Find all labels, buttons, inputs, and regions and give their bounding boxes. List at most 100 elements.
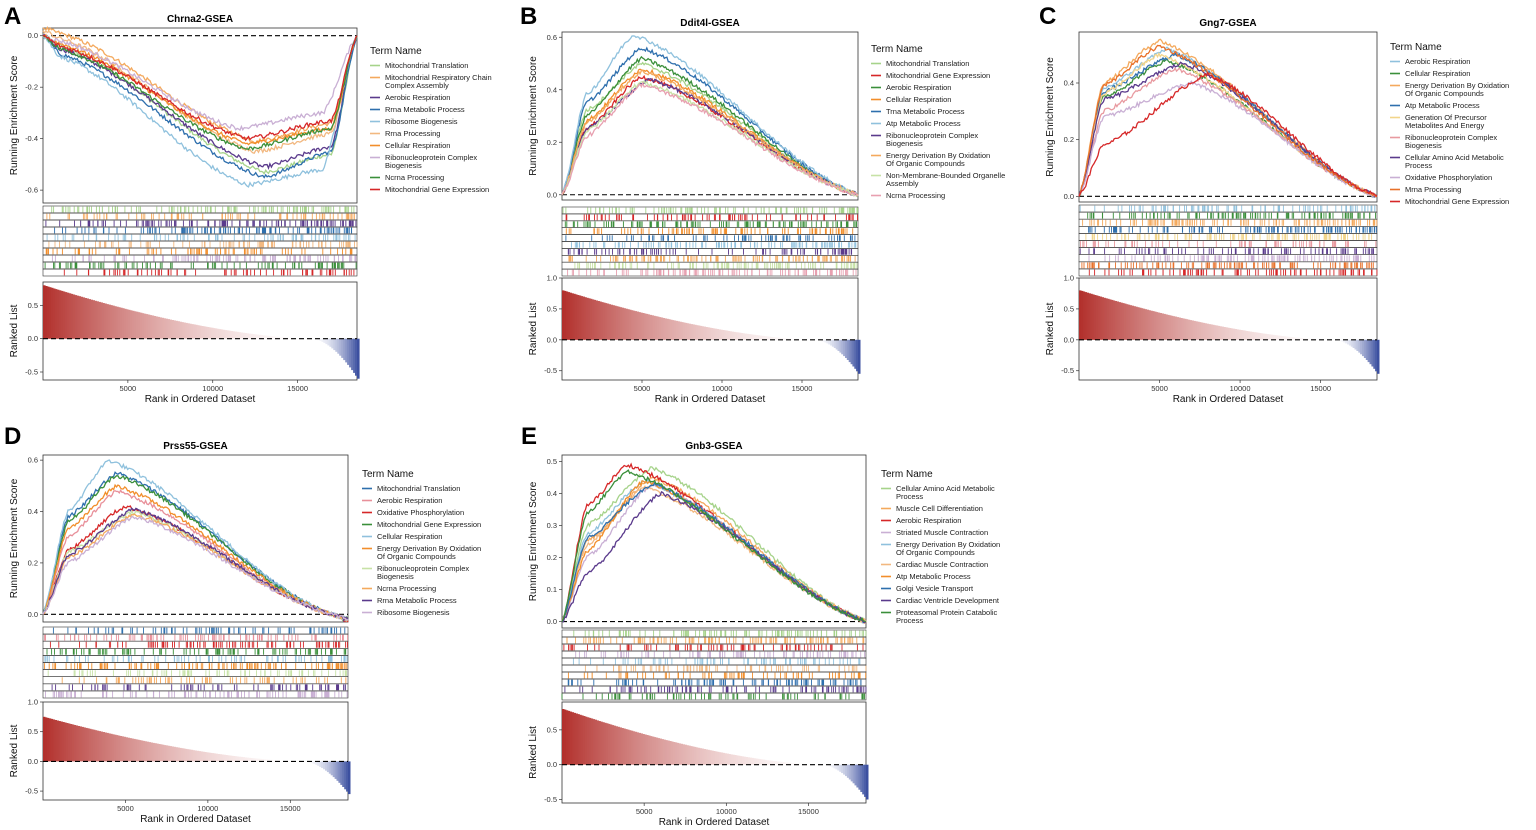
ranked-bar [1249,331,1253,340]
ranked-bar [729,331,732,340]
ranked-bar [1172,316,1176,340]
hit-marks [61,677,347,684]
ranked-bar [738,332,742,340]
ranked-bar [621,728,624,765]
ranked-bar [317,338,321,341]
ranked-bar [283,337,287,339]
hit-strip [561,255,859,263]
es-y-tick-label: -0.2 [25,83,38,92]
ranked-bar [1285,336,1288,340]
ranked-bar [102,732,105,762]
ranked-bar [806,764,810,765]
ranked-bar [236,331,240,339]
ranked-bar [1275,335,1279,340]
ranked-bar [224,330,228,339]
ranked-bar [607,723,611,765]
ranked-bar [1307,338,1311,340]
ranked-bar [140,740,144,762]
ranked-bar [1247,331,1251,340]
ranked-bar [1135,306,1138,340]
ranked-bar [353,338,356,373]
ranked-bar [797,763,800,765]
hit-strip [561,268,859,277]
ranked-bar [837,764,840,771]
es-curve [42,34,358,179]
ranked-bar [1097,296,1101,340]
ranked-bar [562,709,565,765]
ranked-bar [628,730,632,765]
es-y-tick-label: 0.2 [547,138,557,147]
ranked-bar [250,758,253,762]
ranked-bar [787,762,791,765]
es-curve [561,35,859,196]
ranked-bar [175,747,178,762]
ranked-bar [1161,313,1164,340]
ranked-bar [671,741,674,765]
ranked-bar [208,752,211,762]
ranked-y-tick-label: -0.5 [25,368,38,377]
ranked-bar [238,332,242,339]
ranked-bar [330,761,334,776]
hit-marks [574,262,858,269]
ranked-bar [690,746,693,765]
legend-label: Process [896,492,923,501]
ranked-bar [319,338,323,341]
ranked-bar [596,720,599,765]
ranked-bar [169,746,173,762]
ranked-bar [106,732,109,762]
ranked-bar [621,307,625,340]
ranked-bar [732,754,735,765]
ranked-bar [1236,329,1239,340]
ranked-bar [238,756,242,762]
ranked-bar [234,756,238,762]
ranked-bar [78,296,82,339]
ranked-bar [571,712,575,765]
ranked-bar [791,338,794,340]
ranked-bar [326,761,330,773]
es-plot-frame [42,454,349,623]
ranked-bar [58,721,61,762]
ranked-bar [722,330,725,340]
ranked-bar [342,761,345,787]
ranked-bar [609,724,613,765]
ranked-bar [147,314,151,339]
hit-marks [45,248,353,255]
ranked-bar [858,339,861,374]
ranked-bar [355,338,358,376]
ranked-bar [666,318,669,340]
ranked-bar [793,763,796,765]
es-y-axis-label: Running Enrichment Score [528,56,539,176]
x-tick-label: 10000 [1230,384,1251,393]
ranked-bar [213,753,217,762]
ranked-bar [267,759,270,762]
ranked-bar [141,313,145,339]
es-y-tick-label: 0.2 [1064,135,1074,144]
ranked-bar [616,306,619,340]
ranked-bar [824,339,827,343]
ranked-bar [1354,339,1357,350]
hit-marks [565,235,856,241]
ranked-bar [795,763,798,765]
legend-label: Ribonucleoprotein Complex [377,564,469,573]
ranked-bar [74,295,78,339]
ranked-bar [100,731,103,762]
ranked-bar [186,749,190,762]
ranked-bar [160,744,163,762]
ranked-bar [599,301,602,340]
ranked-bar [77,726,80,762]
ranked-bar [248,757,251,762]
ranked-bar [60,721,63,762]
ranked-bar [129,310,133,339]
ranked-bar [718,329,721,340]
es-y-tick-label: 0.0 [28,31,38,40]
ranked-bar [225,755,228,762]
ranked-bar [154,743,157,762]
ranked-bar [1099,296,1103,340]
ranked-bar [827,764,831,766]
ranked-bar [1170,315,1174,340]
legend-label: Cellular Respiration [886,95,951,104]
ranked-bar [839,339,842,353]
ranked-bar [215,753,219,762]
ranked-bar [173,746,176,762]
